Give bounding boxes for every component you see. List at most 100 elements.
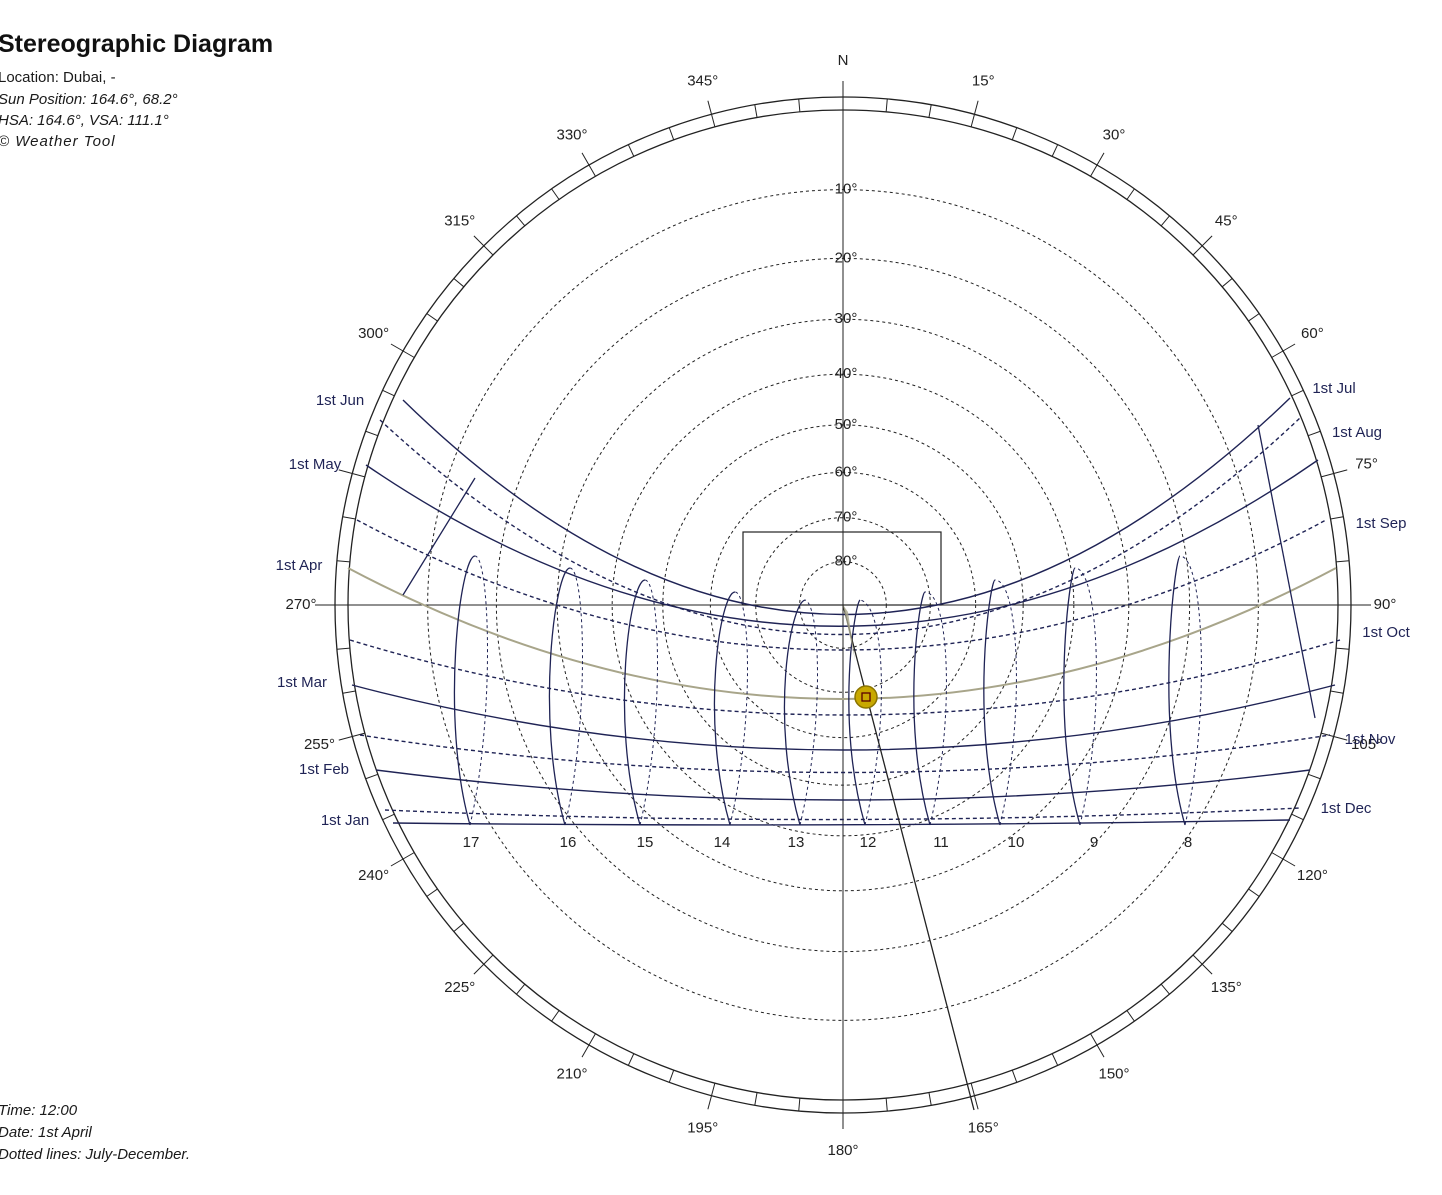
azimuth-tick <box>365 773 379 780</box>
azimuth-label: 225° <box>444 979 475 996</box>
hour-line-morning <box>1257 424 1316 719</box>
azimuth-tick <box>1221 278 1233 288</box>
copyright-text: © Weather Tool <box>0 133 116 150</box>
date-label: 1st Dec <box>1321 800 1372 817</box>
date-path-nov <box>359 734 1331 774</box>
azimuth-tick <box>1271 852 1296 867</box>
azimuth-tick <box>342 690 356 694</box>
azimuth-tick <box>1160 983 1170 995</box>
altitude-label: 80° <box>835 553 858 570</box>
hour-label: 12 <box>860 834 877 851</box>
date-label: 1st Jun <box>316 392 364 409</box>
azimuth-label: 120° <box>1297 867 1328 884</box>
date-label: 1st Apr <box>276 557 323 574</box>
date-path-jan <box>392 819 1291 826</box>
current-day-path <box>347 567 1337 700</box>
date-path-jun <box>402 397 1291 616</box>
azimuth-label: N <box>838 52 849 69</box>
location-text: Location: Dubai, - <box>0 69 116 86</box>
date-path-aug <box>356 519 1327 651</box>
azimuth-tick <box>1330 690 1344 694</box>
sun-paths <box>347 397 1341 1111</box>
altitude-label: 30° <box>835 310 858 327</box>
azimuth-tick <box>885 1098 888 1112</box>
azimuth-tick <box>426 313 438 322</box>
azimuth-tick <box>1051 1053 1059 1066</box>
azimuth-tick <box>516 215 526 227</box>
azimuth-tick <box>1321 469 1348 478</box>
azimuth-tick <box>1330 516 1344 520</box>
hour-line-evening <box>402 477 476 596</box>
azimuth-tick <box>885 98 888 112</box>
diagram-labels: 10° 20° 30° 40° 50° 60° 70° 80° N 15° 30° 45° 60° 75°… <box>276 52 1411 1159</box>
shading-mask-outline <box>742 531 942 606</box>
hour-line-dotted <box>639 579 658 826</box>
sun-position-text: Sun Position: 164.6°, 68.2° <box>0 91 178 108</box>
azimuth-label: 300° <box>358 325 389 342</box>
hour-line <box>453 555 476 826</box>
hour-line <box>783 599 806 826</box>
azimuth-tick <box>1160 215 1170 227</box>
azimuth-tick <box>390 852 415 867</box>
hour-label: 10 <box>1008 834 1025 851</box>
hour-label: 9 <box>1090 834 1098 851</box>
azimuth-label: 135° <box>1211 979 1242 996</box>
date-label: 1st Oct <box>1362 624 1410 641</box>
azimuth-tick <box>365 430 379 437</box>
azimuth-tick <box>1192 235 1213 256</box>
azimuth-tick <box>928 1092 932 1106</box>
azimuth-tick <box>453 922 465 932</box>
azimuth-tick <box>336 560 350 563</box>
azimuth-tick <box>928 104 932 118</box>
azimuth-label: 255° <box>304 736 335 753</box>
hour-line-dotted <box>994 579 1017 826</box>
date-path-oct <box>349 639 1341 716</box>
altitude-label: 60° <box>835 463 858 480</box>
date-path-mar <box>351 684 1336 751</box>
azimuth-tick <box>1291 813 1304 821</box>
azimuth-label: 165° <box>968 1120 999 1137</box>
azimuth-tick <box>754 1092 758 1106</box>
hour-line-dotted <box>799 599 818 826</box>
azimuth-tick <box>473 235 494 256</box>
altitude-label: 50° <box>835 416 858 433</box>
azimuth-label: 15° <box>972 72 995 89</box>
azimuth-tick <box>798 1098 801 1112</box>
azimuth-tick <box>336 647 350 650</box>
dotted-lines-note: Dotted lines: July-December. <box>0 1146 191 1163</box>
azimuth-tick <box>1221 922 1233 932</box>
diagram-title: Stereographic Diagram <box>0 30 274 58</box>
hour-label: 13 <box>788 834 805 851</box>
date-label: 1st May <box>289 456 342 473</box>
azimuth-tick <box>551 188 560 200</box>
hour-label: 17 <box>463 834 480 851</box>
azimuth-tick <box>1271 343 1296 358</box>
azimuth-label: 90° <box>1374 596 1397 613</box>
azimuth-tick <box>338 469 365 478</box>
date-path-dec <box>384 807 1301 821</box>
azimuth-tick <box>970 100 979 127</box>
hour-line-dotted <box>1179 555 1202 826</box>
time-text: Time: 12:00 <box>0 1102 78 1119</box>
date-label: 1st Aug <box>1332 424 1382 441</box>
sun-azimuth-wedge <box>843 605 855 660</box>
azimuth-tick <box>1248 888 1260 897</box>
azimuth-tick <box>1090 152 1105 177</box>
azimuth-label: 210° <box>556 1065 587 1082</box>
hour-label: 15 <box>637 834 654 851</box>
hour-line-dotted <box>469 555 488 826</box>
azimuth-tick <box>426 888 438 897</box>
azimuth-label: 180° <box>827 1142 858 1159</box>
azimuth-tick <box>1307 430 1321 437</box>
azimuth-tick <box>970 1083 979 1110</box>
azimuth-tick <box>798 98 801 112</box>
azimuth-tick <box>1307 773 1321 780</box>
date-label: 1st Nov <box>1345 731 1396 748</box>
azimuth-label: 315° <box>444 213 475 230</box>
azimuth-tick <box>1126 188 1135 200</box>
date-label: 1st Jan <box>321 812 369 829</box>
azimuth-label: 105° <box>1351 736 1382 753</box>
azimuth-tick <box>551 1010 560 1022</box>
azimuth-tick <box>390 343 415 358</box>
